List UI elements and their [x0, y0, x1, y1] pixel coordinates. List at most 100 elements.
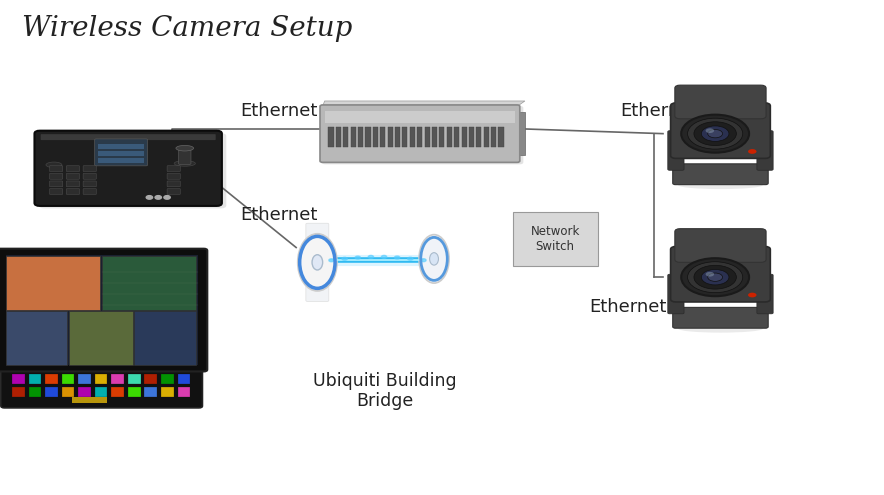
FancyBboxPatch shape [34, 131, 222, 206]
FancyBboxPatch shape [167, 181, 180, 187]
Text: Ethernet: Ethernet [620, 102, 697, 120]
Circle shape [705, 128, 714, 133]
Bar [484, 127, 489, 148]
FancyBboxPatch shape [320, 105, 520, 162]
FancyBboxPatch shape [50, 173, 63, 179]
Ellipse shape [430, 252, 438, 265]
Bar [5, 311, 67, 365]
Circle shape [708, 130, 722, 138]
FancyBboxPatch shape [0, 248, 207, 371]
Ellipse shape [419, 235, 449, 283]
FancyBboxPatch shape [667, 274, 684, 314]
Bar [5, 255, 198, 365]
FancyBboxPatch shape [98, 158, 144, 163]
FancyBboxPatch shape [83, 166, 96, 172]
Text: Network
Switch: Network Switch [530, 225, 580, 253]
Bar [29, 388, 42, 397]
FancyBboxPatch shape [98, 144, 144, 149]
Bar [45, 388, 58, 397]
Bar [69, 311, 133, 365]
Circle shape [748, 293, 757, 297]
Bar [461, 127, 467, 148]
Bar [95, 388, 108, 397]
Text: Ethernet: Ethernet [240, 206, 317, 224]
FancyBboxPatch shape [66, 181, 80, 187]
Bar [380, 127, 385, 148]
Circle shape [329, 259, 334, 262]
Bar [144, 374, 157, 384]
Bar [365, 127, 370, 148]
FancyBboxPatch shape [674, 85, 766, 119]
FancyBboxPatch shape [757, 274, 774, 314]
Bar [12, 388, 25, 397]
Circle shape [708, 273, 722, 281]
FancyBboxPatch shape [671, 103, 770, 158]
FancyBboxPatch shape [41, 134, 216, 140]
Bar [161, 388, 173, 397]
Bar [454, 127, 459, 148]
Circle shape [408, 257, 413, 260]
Bar [373, 127, 377, 148]
FancyBboxPatch shape [167, 173, 180, 179]
FancyBboxPatch shape [66, 166, 80, 172]
FancyBboxPatch shape [667, 131, 684, 170]
FancyBboxPatch shape [306, 223, 329, 301]
Bar [336, 127, 341, 148]
Bar [128, 374, 141, 384]
FancyBboxPatch shape [167, 166, 180, 172]
FancyBboxPatch shape [66, 189, 80, 195]
FancyBboxPatch shape [98, 151, 144, 156]
Bar [144, 388, 157, 397]
FancyBboxPatch shape [674, 229, 766, 262]
Bar [29, 374, 42, 384]
Bar [79, 374, 91, 384]
Circle shape [748, 149, 757, 154]
FancyBboxPatch shape [673, 307, 768, 328]
Bar [12, 374, 25, 384]
Ellipse shape [174, 161, 195, 166]
FancyBboxPatch shape [83, 181, 96, 187]
Circle shape [421, 259, 426, 262]
Bar [387, 127, 392, 148]
Bar [492, 127, 496, 148]
Text: Ethernet: Ethernet [589, 298, 667, 316]
Circle shape [694, 265, 736, 289]
Bar [358, 127, 363, 148]
Ellipse shape [298, 234, 337, 291]
FancyBboxPatch shape [83, 189, 96, 195]
Bar [410, 127, 415, 148]
FancyBboxPatch shape [673, 164, 768, 185]
Bar [111, 374, 124, 384]
Ellipse shape [176, 146, 194, 151]
FancyBboxPatch shape [95, 139, 148, 166]
Bar [351, 127, 355, 148]
Bar [476, 127, 482, 148]
FancyBboxPatch shape [83, 173, 96, 179]
FancyBboxPatch shape [322, 106, 523, 164]
Bar [329, 127, 333, 148]
Polygon shape [323, 101, 525, 106]
Ellipse shape [678, 181, 763, 189]
Bar [79, 388, 91, 397]
Bar [62, 388, 74, 397]
Circle shape [146, 196, 153, 199]
Circle shape [705, 272, 714, 277]
Bar [402, 127, 408, 148]
Bar [45, 374, 58, 384]
Circle shape [342, 257, 347, 260]
Ellipse shape [678, 325, 763, 333]
FancyBboxPatch shape [50, 181, 63, 187]
Bar [95, 374, 108, 384]
Ellipse shape [46, 162, 62, 168]
Bar [446, 127, 452, 148]
Circle shape [394, 256, 400, 259]
Bar [424, 127, 430, 148]
Text: Wireless Camera Setup: Wireless Camera Setup [22, 15, 353, 42]
Bar [72, 397, 108, 403]
Circle shape [355, 256, 361, 259]
Bar [5, 256, 100, 310]
Circle shape [701, 269, 729, 285]
FancyBboxPatch shape [179, 147, 191, 164]
Bar [432, 127, 437, 148]
Bar [343, 127, 348, 148]
